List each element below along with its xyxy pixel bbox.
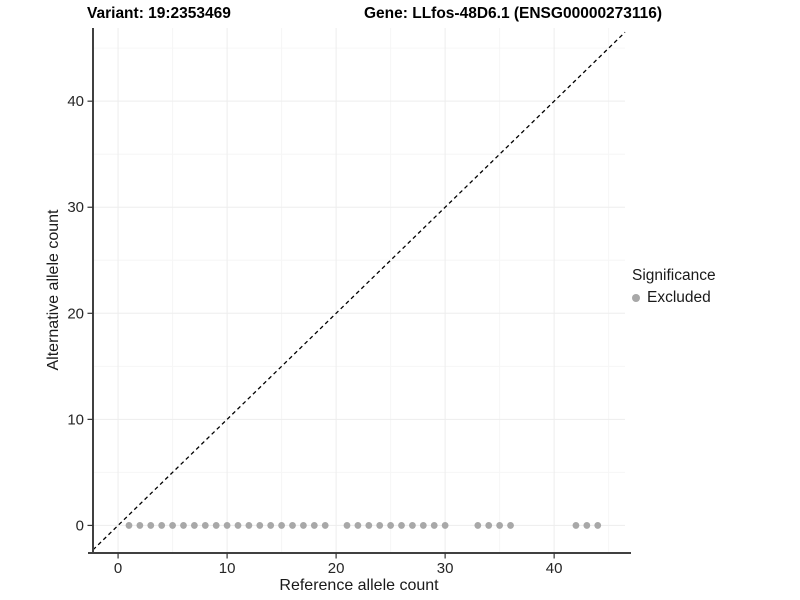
legend-title: Significance (632, 267, 716, 284)
data-point (365, 522, 373, 529)
x-tick-label: 30 (437, 560, 454, 577)
x-tick-label: 10 (219, 560, 236, 577)
data-point (201, 522, 209, 529)
identity-line (92, 31, 626, 551)
data-point (300, 522, 307, 529)
data-point (474, 522, 482, 529)
data-point (169, 522, 176, 529)
data-point (430, 522, 438, 529)
data-point (441, 522, 449, 529)
x-tick-label: 0 (114, 560, 122, 577)
data-point (267, 522, 275, 529)
data-point (354, 522, 362, 529)
data-point (387, 522, 395, 529)
x-axis-title: Reference allele count (279, 577, 439, 594)
data-point (212, 522, 220, 529)
data-point (158, 522, 166, 529)
legend-point-icon (632, 294, 640, 302)
y-tick-label: 30 (67, 199, 84, 216)
x-tick-label: 40 (546, 560, 563, 577)
data-point (190, 522, 198, 529)
data-point (409, 522, 416, 529)
y-axis-title: Alternative allele count (45, 209, 62, 371)
data-point (256, 522, 264, 529)
y-tick-label: 0 (76, 517, 84, 534)
data-point (223, 522, 231, 529)
data-point (572, 522, 580, 529)
data-point (289, 522, 296, 529)
data-point (507, 522, 514, 529)
data-point (321, 522, 329, 529)
y-tick-label: 10 (67, 411, 84, 428)
data-point (245, 522, 253, 529)
data-point (125, 522, 133, 529)
x-tick-label: 20 (328, 560, 345, 577)
data-point (419, 522, 427, 529)
data-point (180, 522, 187, 529)
data-point (343, 522, 351, 529)
legend-item-label: Excluded (647, 289, 711, 306)
data-point (147, 522, 155, 529)
title-variant: Variant: 19:2353469 (87, 5, 231, 22)
data-point (485, 522, 493, 529)
data-point (583, 522, 591, 529)
data-point (594, 522, 602, 529)
y-tick-label: 40 (67, 93, 84, 110)
legend-item-excluded: Excluded (632, 289, 716, 307)
title-gene: Gene: LLfos-48D6.1 (ENSG00000273116) (364, 5, 663, 22)
legend: Significance Excluded (632, 267, 716, 307)
y-tick-label: 20 (67, 305, 84, 322)
data-point (278, 522, 285, 529)
data-point (136, 522, 144, 529)
data-point (310, 522, 318, 529)
data-point (398, 522, 405, 529)
data-point (234, 522, 242, 529)
data-point (496, 522, 504, 529)
data-point (376, 522, 384, 529)
